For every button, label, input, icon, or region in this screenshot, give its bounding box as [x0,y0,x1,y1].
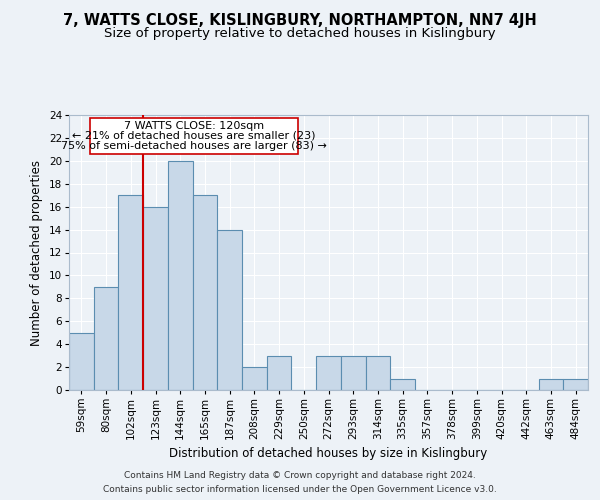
Text: Contains public sector information licensed under the Open Government Licence v3: Contains public sector information licen… [103,484,497,494]
Text: ← 21% of detached houses are smaller (23): ← 21% of detached houses are smaller (23… [72,131,316,141]
Text: 75% of semi-detached houses are larger (83) →: 75% of semi-detached houses are larger (… [61,141,327,151]
Bar [94,287,118,390]
X-axis label: Distribution of detached houses by size in Kislingbury: Distribution of detached houses by size … [169,448,488,460]
Bar [563,378,588,390]
Bar [118,195,143,390]
Bar [168,161,193,390]
Bar [242,367,267,390]
Bar [365,356,390,390]
Bar [390,378,415,390]
Bar [341,356,365,390]
Bar [267,356,292,390]
FancyBboxPatch shape [90,118,298,154]
Text: 7 WATTS CLOSE: 120sqm: 7 WATTS CLOSE: 120sqm [124,121,264,131]
Bar [217,230,242,390]
Bar [69,332,94,390]
Bar [539,378,563,390]
Text: Size of property relative to detached houses in Kislingbury: Size of property relative to detached ho… [104,28,496,40]
Y-axis label: Number of detached properties: Number of detached properties [30,160,43,346]
Bar [316,356,341,390]
Bar [193,195,217,390]
Text: Contains HM Land Registry data © Crown copyright and database right 2024.: Contains HM Land Registry data © Crown c… [124,472,476,480]
Bar [143,206,168,390]
Text: 7, WATTS CLOSE, KISLINGBURY, NORTHAMPTON, NN7 4JH: 7, WATTS CLOSE, KISLINGBURY, NORTHAMPTON… [63,12,537,28]
